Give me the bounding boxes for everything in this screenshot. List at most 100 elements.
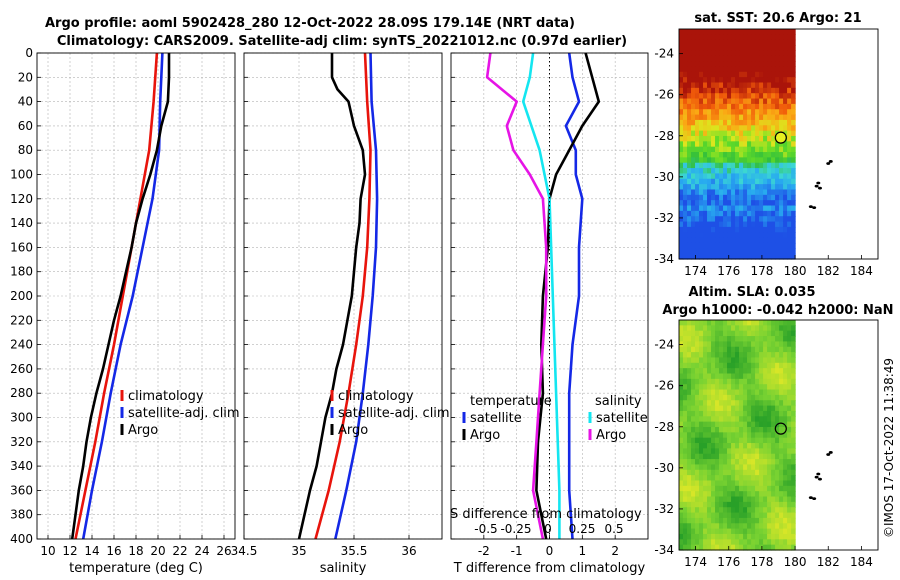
map-cell	[683, 394, 688, 401]
map-cell	[707, 178, 712, 185]
map-cell	[683, 93, 688, 100]
map-cell	[691, 93, 696, 100]
map-cell	[723, 368, 728, 375]
map-cell	[783, 71, 788, 78]
map-cell	[779, 189, 784, 196]
map-cell	[703, 448, 708, 455]
map-cell	[779, 162, 784, 169]
map-cell	[723, 507, 728, 514]
map-cell	[743, 480, 748, 487]
map-cell	[747, 320, 752, 326]
map-cell	[735, 114, 740, 121]
map-cell	[691, 453, 696, 460]
map-cell	[791, 443, 796, 449]
map-cell	[731, 352, 736, 359]
map-cell	[771, 485, 776, 492]
map-cell	[775, 453, 780, 460]
map-cell	[715, 146, 720, 153]
map-cell	[775, 232, 780, 239]
map-cell	[723, 378, 728, 385]
map-cell	[679, 45, 684, 51]
map-cell	[783, 394, 788, 401]
map-cell	[691, 485, 696, 492]
map-cell	[783, 512, 788, 519]
map-cell	[755, 61, 760, 68]
map-cell	[787, 109, 792, 116]
map-cell	[687, 512, 692, 519]
map-cell	[735, 184, 740, 191]
map-cell	[703, 325, 708, 332]
map-cell	[703, 146, 708, 153]
map-cell	[707, 248, 712, 255]
map-cell	[707, 82, 712, 89]
map-cell	[731, 528, 736, 535]
map-cell	[723, 523, 728, 530]
map-cell	[743, 109, 748, 116]
map-cell	[679, 539, 684, 546]
map-cell	[695, 194, 700, 201]
map-cell	[771, 346, 776, 353]
map-cell	[723, 373, 728, 380]
map-cell	[679, 352, 684, 359]
map-cell	[763, 357, 768, 364]
map-cell	[787, 517, 792, 524]
map-cell	[755, 320, 760, 326]
map-cell	[739, 368, 744, 375]
map-cell	[699, 443, 704, 449]
map-cell	[707, 135, 712, 142]
map-cell	[719, 232, 724, 239]
map-cell	[791, 448, 796, 455]
map-cell	[787, 130, 792, 137]
map-cell	[727, 320, 732, 326]
map-cell	[679, 125, 684, 132]
map-cell	[759, 421, 764, 428]
map-cell	[771, 469, 776, 476]
map-cell	[767, 517, 772, 524]
map-cell	[679, 528, 684, 535]
map-cell	[687, 66, 692, 73]
map-cell	[739, 71, 744, 78]
map-cell	[747, 216, 752, 223]
map-cell	[775, 384, 780, 391]
map-cell	[691, 533, 696, 540]
map-cell	[687, 125, 692, 132]
map-cell	[763, 253, 768, 260]
map-cell	[747, 178, 752, 185]
map-cell	[703, 485, 708, 492]
map-cell	[699, 77, 704, 84]
map-cell	[763, 221, 768, 228]
map-cell	[783, 184, 788, 191]
map-cell	[735, 200, 740, 207]
map-cell	[699, 168, 704, 175]
map-cell	[719, 194, 724, 201]
map-cell	[787, 320, 792, 326]
map-cell	[779, 501, 784, 508]
map-cell	[719, 400, 724, 407]
map-cell	[735, 173, 740, 180]
x-tick-label: 1	[579, 544, 587, 558]
map-cell	[783, 109, 788, 116]
map-cell	[779, 480, 784, 487]
map-cell	[731, 501, 736, 508]
map-cell	[695, 162, 700, 169]
map-cell	[699, 459, 704, 466]
map-cell	[727, 109, 732, 116]
map-cell	[791, 55, 796, 62]
map-cell	[759, 98, 764, 105]
map-cell	[691, 61, 696, 68]
map-cell	[759, 103, 764, 110]
map-cell	[759, 39, 764, 46]
map-cell	[767, 226, 772, 233]
map-cell	[719, 475, 724, 482]
map-cell	[683, 389, 688, 396]
map-cell	[763, 242, 768, 249]
map-cell	[775, 103, 780, 110]
map-cell	[787, 119, 792, 126]
map-cell	[707, 205, 712, 212]
map-cell	[695, 325, 700, 332]
map-cell	[759, 248, 764, 255]
map-cell	[743, 443, 748, 449]
map-cell	[695, 29, 700, 35]
map-cell	[767, 373, 772, 380]
map-cell	[767, 346, 772, 353]
